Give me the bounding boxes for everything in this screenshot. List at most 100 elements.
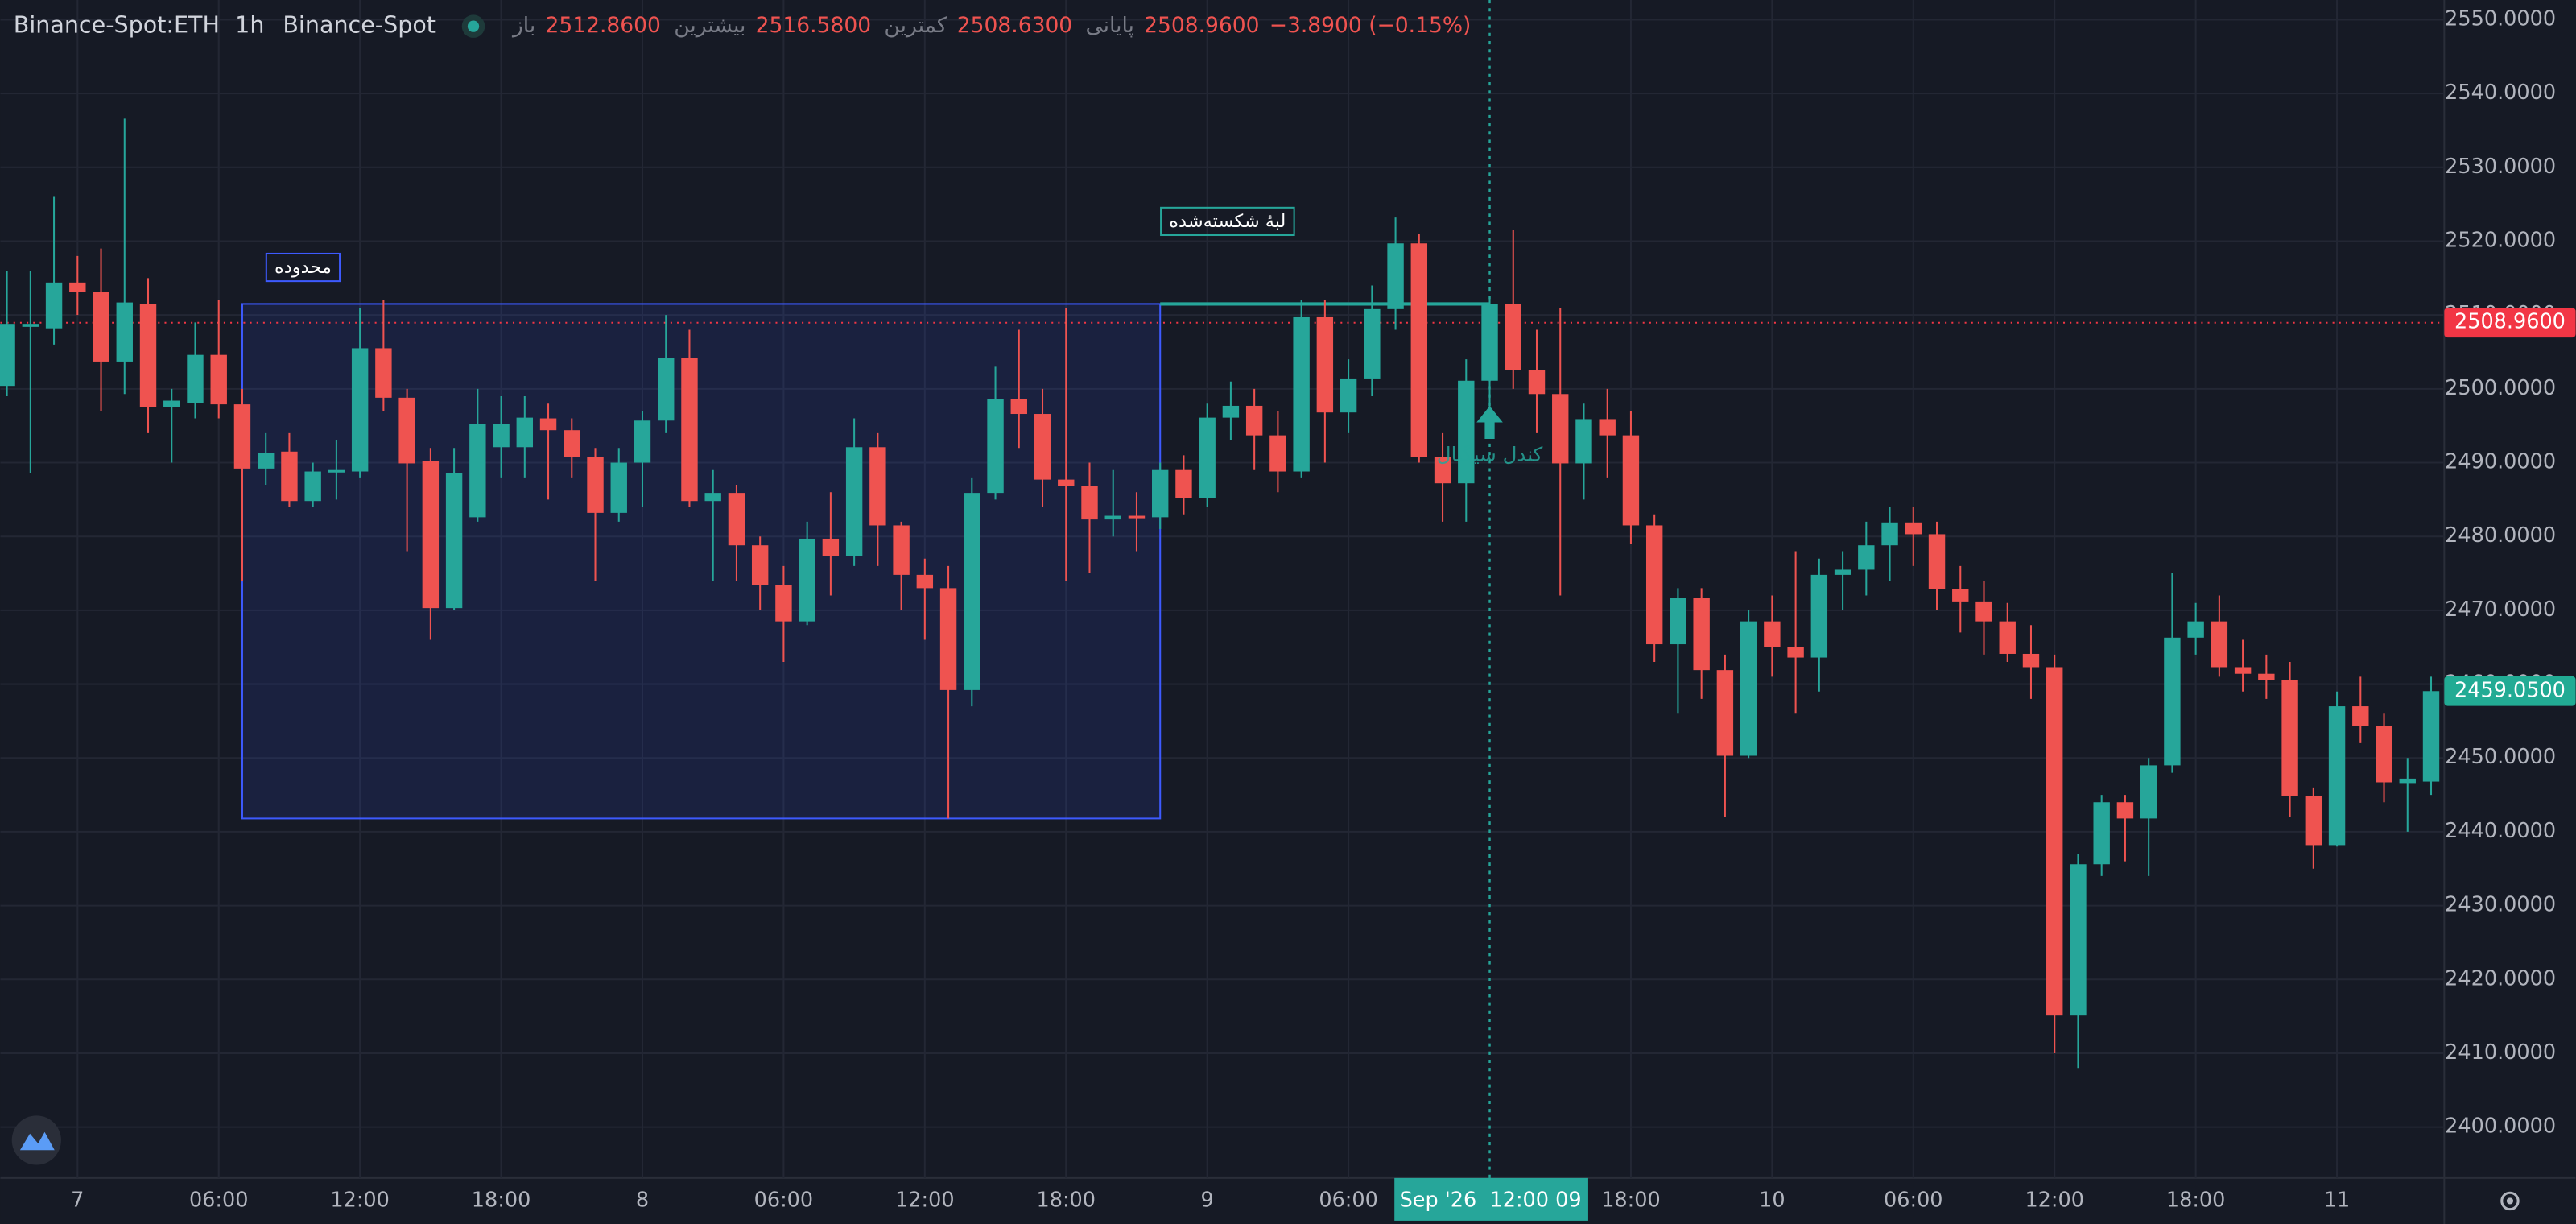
candle-body	[2046, 667, 2063, 1016]
x-tick-label: 06:00	[189, 1188, 249, 1212]
candle-body	[1740, 621, 1757, 756]
legend-label: بیشترین	[674, 13, 745, 38]
candle-body	[445, 473, 463, 609]
candle-body	[2281, 680, 2298, 796]
candle-body	[1858, 545, 1875, 570]
y-tick-label: 2520.0000	[2445, 229, 2556, 253]
x-tick-label: 18:00	[1037, 1188, 1096, 1212]
candle-body	[2305, 795, 2322, 846]
candle-body	[1905, 522, 1922, 535]
x-tick-label: 10	[1759, 1188, 1785, 1212]
candle-body	[1010, 399, 1027, 415]
x-tick-label: 8	[636, 1188, 649, 1212]
legend-label: پایانی	[1086, 13, 1134, 38]
status-dot	[467, 20, 480, 32]
candle-body	[328, 469, 345, 473]
plot: محدوده لبهٔ شکسته‌شده	[0, 118, 2445, 1069]
y-tick-label: 2400.0000	[2445, 1114, 2556, 1139]
candle-body	[281, 451, 298, 502]
candle-body	[2234, 667, 2252, 674]
legend-value: 2512.8600	[546, 13, 661, 38]
y-tick-label: 2550.0000	[2445, 6, 2556, 31]
candle-body	[728, 493, 745, 546]
candle-body	[587, 457, 604, 513]
candle-body	[1222, 405, 1240, 418]
candle-body	[1364, 308, 1381, 379]
candle-body	[1599, 419, 1616, 436]
candle-body	[163, 400, 180, 407]
candle-body	[1481, 304, 1498, 381]
range-zone	[241, 303, 1162, 820]
candle-body	[351, 348, 369, 472]
candle-body	[1081, 486, 1098, 520]
candle-body	[2022, 653, 2040, 668]
candle-body	[1058, 479, 1075, 486]
signal-arrow	[1476, 406, 1503, 439]
candle-body	[2164, 637, 2181, 766]
candle-body	[422, 461, 440, 609]
y-tick-label: 2490.0000	[2445, 450, 2556, 474]
candle-body	[2070, 864, 2087, 1016]
candle-body	[0, 324, 15, 387]
price-tag-label: 2508.9600	[2454, 310, 2566, 334]
candle-body	[2211, 621, 2228, 668]
candle-body	[1881, 522, 1898, 546]
candle-body	[1410, 243, 1428, 457]
candle-body	[845, 447, 863, 556]
zone-label: محدوده	[275, 257, 332, 278]
y-tick-label: 2450.0000	[2445, 745, 2556, 769]
candle-body	[2328, 706, 2346, 846]
y-tick-label: 2540.0000	[2445, 81, 2556, 105]
x-tick-label: 06:00	[1319, 1188, 1378, 1212]
legend-value: 2516.5800	[756, 13, 871, 38]
candle-body	[1340, 378, 1357, 413]
legend-label: باز	[511, 13, 535, 38]
candle-body	[1693, 598, 1710, 671]
candle-body	[45, 282, 63, 329]
candle-body	[1764, 621, 1781, 647]
candle-body	[22, 324, 39, 327]
candle-body	[2422, 691, 2440, 782]
crosshair-tag	[1394, 1177, 1588, 1221]
candle-body	[1434, 457, 1451, 484]
crosshair-time: 12:00 09	[1490, 1188, 1582, 1212]
candle-body	[751, 545, 769, 585]
y-tick-label: 2480.0000	[2445, 523, 2556, 548]
candle-body	[939, 588, 957, 690]
candle-body	[704, 493, 721, 502]
candle-body	[1670, 598, 1686, 645]
legend-change: −3.8900 (−0.15%)	[1269, 13, 1472, 38]
x-tick-label: 18:00	[2166, 1188, 2225, 1212]
candle-body	[2140, 765, 2157, 819]
candle-body	[658, 358, 675, 421]
candle-body	[469, 424, 486, 518]
candle-body	[2187, 621, 2204, 638]
candle-body	[893, 525, 910, 575]
candle-body	[1245, 405, 1263, 436]
price-tag-label: 2459.0500	[2454, 678, 2566, 702]
candle-body	[1716, 670, 1734, 756]
candle-body	[1152, 469, 1169, 518]
candle-body	[1552, 394, 1569, 464]
y-tick-label: 2530.0000	[2445, 155, 2556, 179]
candle-body	[1458, 380, 1475, 484]
candle-body	[139, 304, 157, 407]
settings-icon[interactable]	[2500, 1191, 2520, 1211]
candle-body	[964, 493, 980, 690]
candle-body	[2352, 706, 2369, 726]
candle-body	[1128, 515, 1146, 519]
header: Binance-Spot:ETH 1h Binance-Spot باز 2512…	[14, 11, 1472, 39]
x-tick-label: 7	[71, 1188, 84, 1212]
x-tick-label: 12:00	[330, 1188, 390, 1212]
candle-body	[1199, 417, 1216, 498]
candle-body	[1575, 419, 1592, 464]
candle-body	[187, 354, 204, 403]
candle-body	[93, 292, 109, 362]
candle-body	[516, 417, 534, 448]
y-tick-label: 2470.0000	[2445, 598, 2556, 622]
candle-body	[1293, 316, 1310, 472]
